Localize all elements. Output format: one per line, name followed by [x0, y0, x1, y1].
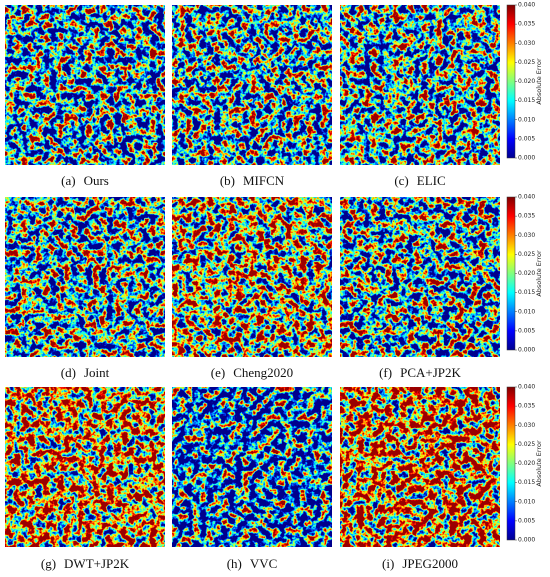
colorbar-tick-label: 0.005	[518, 327, 535, 334]
panel-caption: (g) DWT+JP2K	[41, 556, 130, 571]
panel-caption: (b) MIFCN	[220, 173, 285, 188]
colorbar	[506, 196, 516, 351]
colorbar-tick-label: 0.015	[518, 479, 535, 486]
error-map	[172, 387, 332, 547]
error-map	[172, 5, 332, 165]
panel-label: (f)	[379, 365, 392, 380]
panel-name: MIFCN	[243, 173, 285, 188]
colorbar-tick-label: 0.005	[518, 135, 535, 142]
colorbar-tick-label: 0.000	[518, 155, 535, 162]
panel-caption: (a) Ours	[61, 173, 109, 188]
panel-caption: (c) ELIC	[394, 173, 445, 188]
colorbar-tick-label: 0.020	[518, 460, 535, 467]
colorbar-tick-label: 0.030	[518, 232, 535, 239]
panel-name: VVC	[250, 556, 277, 571]
error-map	[340, 387, 500, 547]
panel-label: (a)	[61, 173, 75, 188]
panel-name: PCA+JP2K	[400, 365, 461, 380]
colorbar-tick-label: 0.015	[518, 289, 535, 296]
panel-name: Joint	[84, 365, 110, 380]
colorbar-tick-label: 0.020	[518, 78, 535, 85]
colorbar-tick-label: 0.035	[518, 213, 535, 220]
colorbar-tick-label: 0.040	[518, 2, 535, 9]
panel-name: ELIC	[417, 173, 446, 188]
colorbar-tick-label: 0.015	[518, 97, 535, 104]
colorbar-tick-label: 0.000	[518, 537, 535, 544]
colorbar-tick-label: 0.040	[518, 384, 535, 391]
colorbar-tick-label: 0.010	[518, 498, 535, 505]
colorbar-tick-label: 0.005	[518, 517, 535, 524]
error-map	[172, 197, 332, 357]
panel-caption: (f) PCA+JP2K	[379, 365, 461, 380]
panel-label: (e)	[211, 365, 225, 380]
colorbar	[506, 386, 516, 541]
colorbar-tick-label: 0.030	[518, 40, 535, 47]
colorbar-tick-label: 0.025	[518, 59, 535, 66]
error-map	[340, 5, 500, 165]
panel-label: (b)	[220, 173, 235, 188]
panel-label: (h)	[227, 556, 242, 571]
panel-caption: (d) Joint	[61, 365, 110, 380]
panel-label: (d)	[61, 365, 76, 380]
colorbar-tick-label: 0.025	[518, 251, 535, 258]
panel-caption: (h) VVC	[227, 556, 278, 571]
panel-caption: (i) JPEG2000	[382, 556, 458, 571]
colorbar-tick-label: 0.000	[518, 347, 535, 354]
colorbar-tick-label: 0.010	[518, 308, 535, 315]
panel-name: JPEG2000	[402, 556, 458, 571]
colorbar-label: Absolute Error	[535, 440, 543, 487]
colorbar-tick-label: 0.010	[518, 116, 535, 123]
panel-label: (g)	[41, 556, 56, 571]
error-map	[5, 387, 165, 547]
colorbar-tick-label: 0.030	[518, 422, 535, 429]
colorbar-tick-label: 0.035	[518, 21, 535, 28]
panel-name: DWT+JP2K	[64, 556, 130, 571]
colorbar-tick-label: 0.025	[518, 441, 535, 448]
colorbar-tick-label: 0.020	[518, 270, 535, 277]
error-map	[340, 197, 500, 357]
colorbar-tick-label: 0.040	[518, 194, 535, 201]
colorbar-label: Absolute Error	[535, 250, 543, 297]
colorbar-label: Absolute Error	[535, 58, 543, 105]
colorbar-tick-label: 0.035	[518, 403, 535, 410]
error-map	[5, 5, 165, 165]
panel-caption: (e) Cheng2020	[211, 365, 293, 380]
panel-label: (c)	[394, 173, 408, 188]
colorbar	[506, 4, 516, 159]
panel-name: Cheng2020	[233, 365, 293, 380]
panel-name: Ours	[84, 173, 109, 188]
error-map	[5, 197, 165, 357]
panel-label: (i)	[382, 556, 394, 571]
